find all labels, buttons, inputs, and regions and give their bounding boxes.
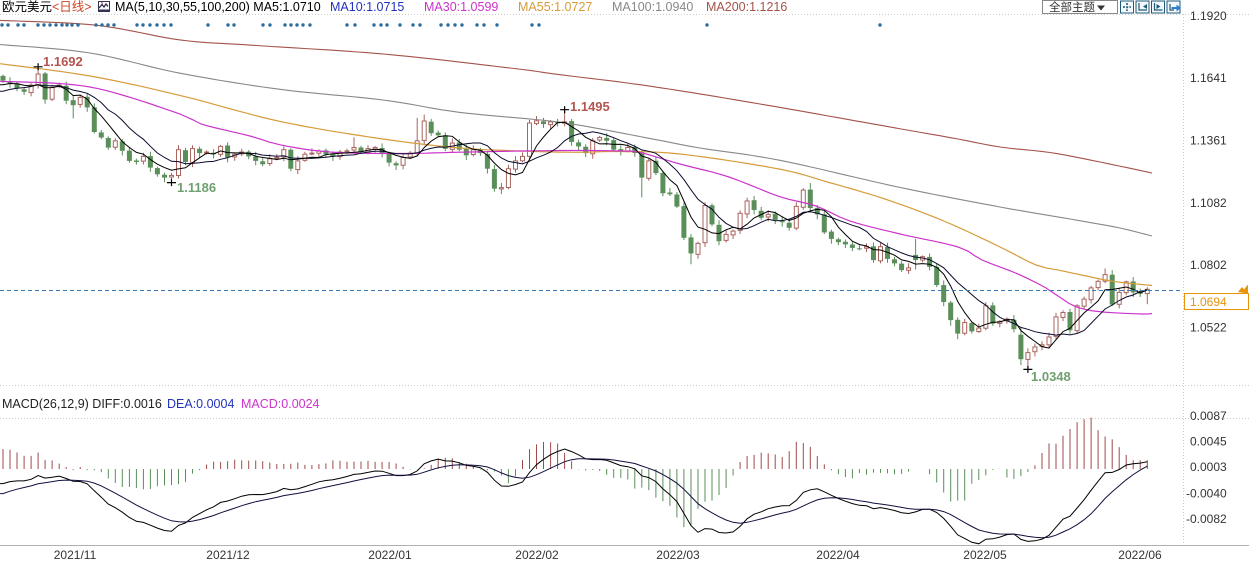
svg-text:0.0087: 0.0087 (1190, 409, 1227, 423)
svg-text:0.0003: 0.0003 (1190, 460, 1227, 474)
svg-text:1.1186: 1.1186 (177, 180, 216, 195)
svg-text:MACD(26,12,9) DIFF:0.0016: MACD(26,12,9) DIFF:0.0016 (2, 397, 162, 411)
svg-text:MA100:1.0940: MA100:1.0940 (612, 0, 693, 14)
svg-text:1.0348: 1.0348 (1031, 369, 1071, 384)
svg-text:MA(5,10,30,55,100,200) MA5:1.: MA(5,10,30,55,100,200) MA5:1.0710 (115, 0, 321, 14)
svg-text:MA10:1.0715: MA10:1.0715 (330, 0, 404, 14)
svg-text:-0.0040: -0.0040 (1186, 486, 1227, 500)
svg-text:2022/03: 2022/03 (656, 548, 700, 562)
svg-text:1.0802: 1.0802 (1190, 258, 1227, 272)
svg-text:MA30:1.0599: MA30:1.0599 (424, 0, 498, 14)
svg-text:2022/01: 2022/01 (368, 548, 412, 562)
svg-text:MA55:1.0727: MA55:1.0727 (518, 0, 592, 14)
svg-text:2021/12: 2021/12 (206, 548, 250, 562)
svg-text:1.0522: 1.0522 (1190, 321, 1227, 335)
svg-text:1.1082: 1.1082 (1190, 196, 1227, 210)
svg-text:欧元美元: 欧元美元 (2, 0, 52, 14)
svg-text:2022/04: 2022/04 (816, 548, 860, 562)
svg-text:1.1641: 1.1641 (1190, 71, 1227, 85)
svg-text:DEA:0.0004: DEA:0.0004 (167, 397, 234, 411)
svg-text:2022/02: 2022/02 (515, 548, 559, 562)
svg-text:1.1920: 1.1920 (1190, 9, 1227, 23)
svg-text:1.0694: 1.0694 (1190, 295, 1227, 309)
svg-text:全部主题: 全部主题 (1049, 0, 1095, 14)
svg-text:<日线>: <日线> (52, 0, 92, 14)
svg-text:0.0045: 0.0045 (1190, 435, 1227, 449)
svg-text:1.1692: 1.1692 (43, 54, 83, 69)
svg-text:2022/06: 2022/06 (1118, 548, 1162, 562)
svg-text:MACD:0.0024: MACD:0.0024 (241, 397, 320, 411)
svg-text:1.1495: 1.1495 (570, 99, 610, 114)
svg-text:2022/05: 2022/05 (963, 548, 1007, 562)
svg-text:-0.0082: -0.0082 (1186, 512, 1227, 526)
svg-text:2021/11: 2021/11 (54, 548, 97, 562)
svg-text:1.1361: 1.1361 (1190, 134, 1227, 148)
svg-text:MA200:1.1216: MA200:1.1216 (706, 0, 787, 14)
